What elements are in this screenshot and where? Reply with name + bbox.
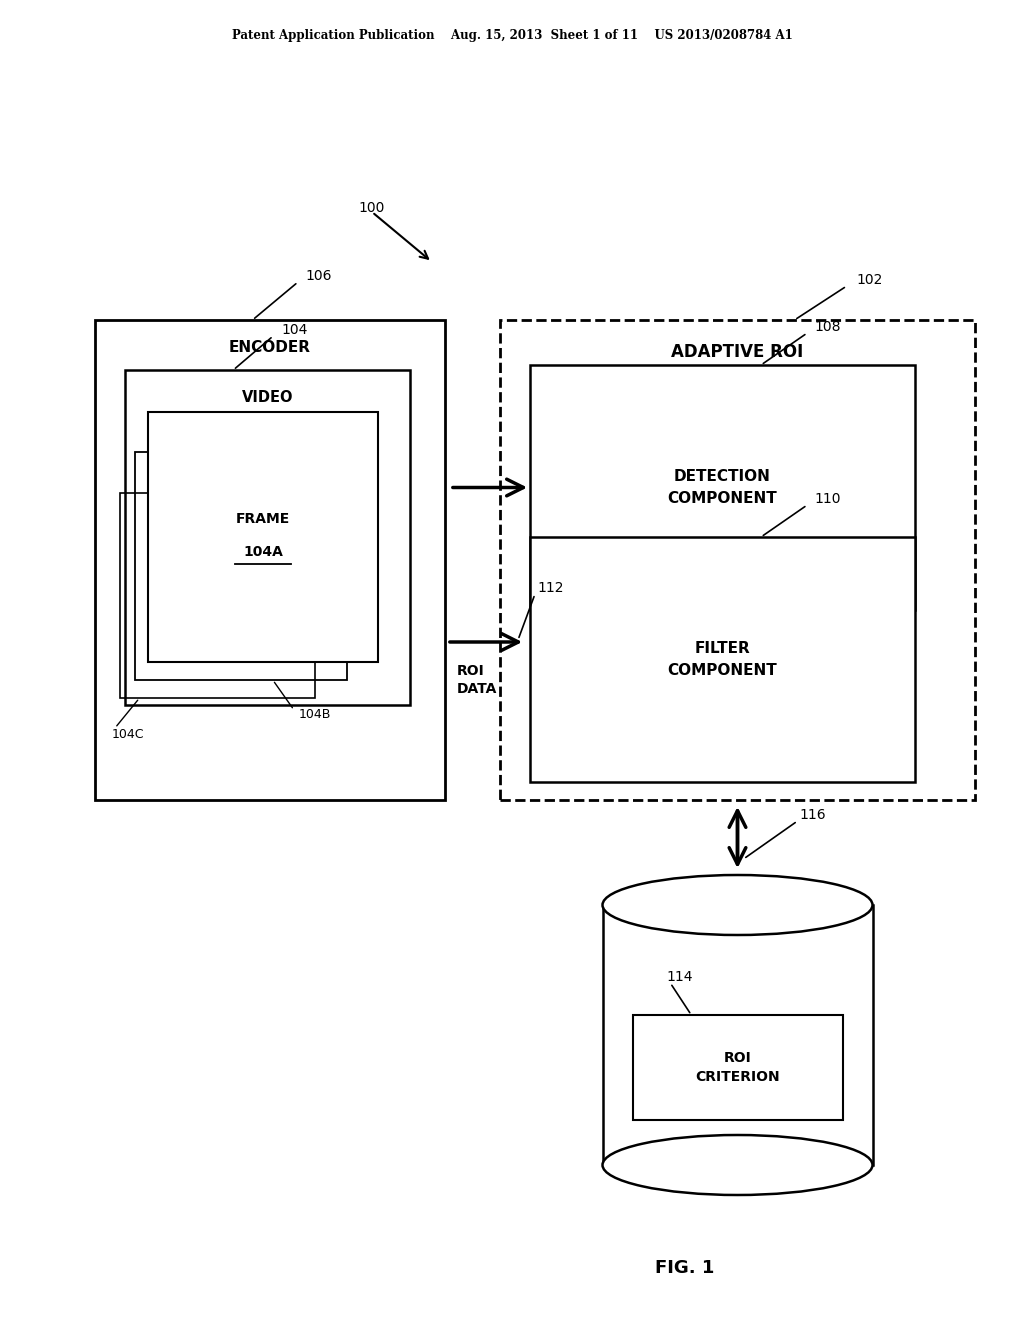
Text: 106: 106 xyxy=(305,269,332,282)
Text: 108: 108 xyxy=(815,319,842,334)
FancyBboxPatch shape xyxy=(125,370,410,705)
Text: 104C: 104C xyxy=(112,727,144,741)
Ellipse shape xyxy=(602,875,872,935)
Text: ADAPTIVE ROI
COMPONENT: ADAPTIVE ROI COMPONENT xyxy=(672,343,804,387)
Text: 104B: 104B xyxy=(298,709,331,722)
FancyBboxPatch shape xyxy=(530,366,915,610)
FancyBboxPatch shape xyxy=(633,1015,843,1119)
FancyBboxPatch shape xyxy=(530,537,915,781)
Text: 114: 114 xyxy=(666,970,692,983)
Text: 110: 110 xyxy=(815,492,842,506)
Text: ROI
DATA: ROI DATA xyxy=(457,664,498,696)
Ellipse shape xyxy=(602,1135,872,1195)
Text: FRAME: FRAME xyxy=(236,512,290,525)
Text: ENCODER: ENCODER xyxy=(229,341,311,355)
Text: ROI
CRITERION: ROI CRITERION xyxy=(695,1051,780,1084)
Text: VIDEO: VIDEO xyxy=(242,391,293,405)
FancyBboxPatch shape xyxy=(148,412,378,663)
FancyBboxPatch shape xyxy=(500,319,975,800)
Text: 112: 112 xyxy=(537,581,563,595)
Text: 104A: 104A xyxy=(243,545,283,558)
Text: FILTER
COMPONENT: FILTER COMPONENT xyxy=(668,642,777,678)
Text: 116: 116 xyxy=(800,808,826,822)
Text: 104: 104 xyxy=(282,323,308,337)
FancyBboxPatch shape xyxy=(602,906,872,1166)
Text: DETECTION
COMPONENT: DETECTION COMPONENT xyxy=(668,469,777,506)
Text: Patent Application Publication    Aug. 15, 2013  Sheet 1 of 11    US 2013/020878: Patent Application Publication Aug. 15, … xyxy=(231,29,793,41)
FancyBboxPatch shape xyxy=(95,319,445,800)
Text: FIG. 1: FIG. 1 xyxy=(655,1259,715,1276)
Text: 100: 100 xyxy=(358,201,384,215)
Text: 102: 102 xyxy=(856,273,883,286)
